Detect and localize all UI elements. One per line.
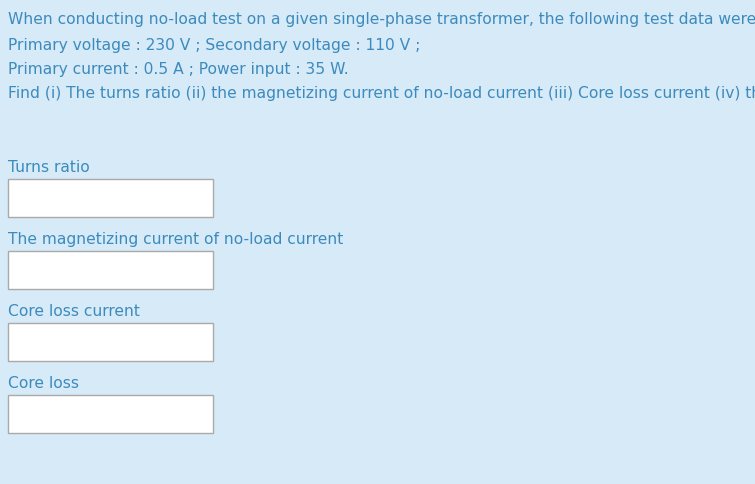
FancyBboxPatch shape <box>8 323 213 361</box>
Text: Core loss current: Core loss current <box>8 303 140 318</box>
FancyBboxPatch shape <box>8 252 213 289</box>
Text: Turns ratio: Turns ratio <box>8 160 90 175</box>
Text: Primary voltage : 230 V ; Secondary voltage : 110 V ;: Primary voltage : 230 V ; Secondary volt… <box>8 38 421 53</box>
FancyBboxPatch shape <box>8 180 213 217</box>
Text: Primary current : 0.5 A ; Power input : 35 W.: Primary current : 0.5 A ; Power input : … <box>8 62 349 77</box>
Text: Core loss: Core loss <box>8 375 79 390</box>
Text: When conducting no-load test on a given single-phase transformer, the following : When conducting no-load test on a given … <box>8 12 755 27</box>
FancyBboxPatch shape <box>8 395 213 433</box>
Text: The magnetizing current of no-load current: The magnetizing current of no-load curre… <box>8 231 344 246</box>
Text: Find (i) The turns ratio (ii) the magnetizing current of no-load current (iii) C: Find (i) The turns ratio (ii) the magnet… <box>8 86 755 101</box>
